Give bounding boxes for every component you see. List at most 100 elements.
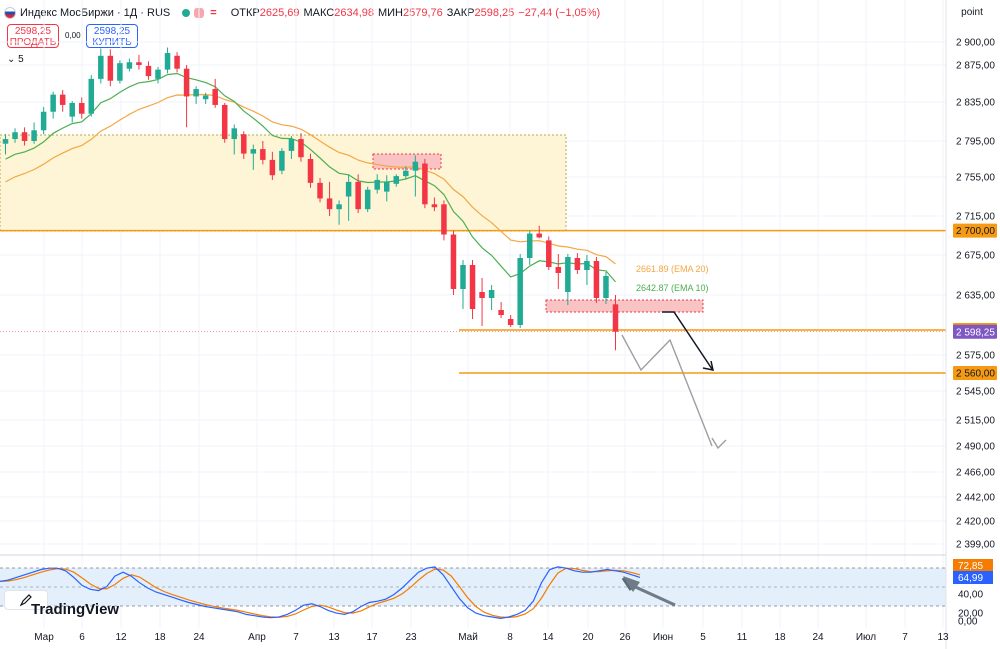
- candle-body: [183, 68, 190, 97]
- osc-arrow-tip: [621, 577, 633, 591]
- candle-body: [546, 240, 552, 267]
- candle-body: [584, 261, 590, 270]
- russia-flag-icon: [4, 7, 16, 19]
- candle-body: [612, 304, 619, 332]
- price-tick-label: 2 715,00: [956, 212, 995, 223]
- time-tick-label: 24: [812, 632, 824, 643]
- candle-body: [479, 292, 485, 298]
- candle-body: [364, 189, 371, 210]
- price-tick-label: 2 575,00: [956, 351, 995, 362]
- candle-body: [250, 149, 257, 154]
- price-level-tag: [953, 223, 997, 238]
- osc-arrow-shaft: [630, 583, 676, 607]
- high-label: МАКС: [303, 7, 335, 19]
- candle-body: [117, 63, 123, 81]
- candle-body: [164, 53, 171, 70]
- candle-body: [288, 139, 295, 151]
- price-tick-label: 2 442,00: [956, 493, 995, 504]
- time-tick-label: 18: [774, 632, 786, 643]
- price-tick-label: 2 635,00: [956, 291, 995, 302]
- price-tick-label: 2 420,00: [956, 517, 995, 528]
- open-label: ОТКР: [230, 7, 260, 19]
- stoch-k-line: [0, 566, 641, 620]
- equals-icon[interactable]: =: [210, 7, 217, 19]
- forecast-path-gray: [621, 334, 713, 447]
- candle-body: [498, 310, 504, 315]
- time-tick-label: 26: [619, 632, 631, 643]
- candle-body: [2, 139, 9, 144]
- scale-mode-button[interactable]: point: [961, 7, 983, 18]
- candle-body: [126, 62, 133, 69]
- candle-body: [193, 89, 199, 97]
- last-price-tag-label: 2 598,25: [956, 327, 995, 338]
- ema10-line: [5, 72, 616, 283]
- candle-body: [336, 204, 342, 210]
- candle-body: [469, 265, 476, 309]
- time-tick-label: Апр: [248, 632, 266, 643]
- indicators-collapse-button[interactable]: ⌄ 5: [7, 54, 24, 65]
- candle-body: [202, 95, 209, 100]
- ema20-label: 2661.89 (EMA 20): [636, 264, 709, 274]
- price-level-tag-label: 2 700,00: [956, 226, 995, 237]
- candle-body: [221, 104, 228, 140]
- arrow-up-left-icon: [623, 576, 640, 592]
- close-value: 2598,25: [474, 7, 515, 19]
- symbol-title[interactable]: Индекс МосБиржи · 1Д · RUS: [20, 7, 171, 19]
- arrow-down-right-icon: [702, 360, 714, 371]
- price-level-tag-label: 2 560,00: [956, 369, 995, 380]
- price-levels: [0, 229, 946, 374]
- candle-body: [593, 261, 600, 298]
- price-axis: 2 900,00 2 875,00 2 835,00 2 795,00 2 755,00…: [956, 38, 995, 551]
- candle-body: [441, 204, 447, 235]
- tradingview-logo-badge[interactable]: [4, 590, 48, 610]
- candle-body: [565, 257, 571, 292]
- candle-body: [422, 163, 428, 205]
- change-value: −27,44 (−1,05%): [518, 7, 601, 19]
- price-tick-label: 2 755,00: [956, 173, 995, 184]
- price-tick-label: 2 490,00: [956, 442, 995, 453]
- candle-body: [231, 128, 237, 140]
- price-tick-label: 2 900,00: [956, 38, 995, 49]
- candle-body: [403, 170, 409, 177]
- time-tick-label: 5: [700, 632, 706, 643]
- ema10-label: 2642.87 (EMA 10): [636, 283, 709, 293]
- candle-body: [574, 258, 581, 270]
- candle-body: [31, 130, 37, 141]
- candle-body: [526, 233, 533, 258]
- candle-body: [50, 94, 56, 112]
- osc-k-value: 72,85: [958, 561, 983, 572]
- candle-body: [59, 94, 66, 105]
- candle-body: [431, 204, 438, 208]
- spread-value: 0,00: [65, 31, 81, 40]
- chevron-down-icon: ⌄: [7, 54, 19, 65]
- time-tick-label: Июн: [653, 632, 673, 643]
- time-tick-label: 23: [405, 632, 417, 643]
- candle-body: [345, 181, 352, 197]
- candle-body: [298, 139, 304, 158]
- candle-body: [517, 258, 523, 325]
- resistance-box-2: [545, 299, 704, 313]
- candle-body: [488, 290, 495, 298]
- price-tick-label: 2 545,00: [956, 387, 995, 398]
- forecast-path-black: [662, 311, 713, 370]
- candle-body: [384, 181, 390, 192]
- time-tick-label: 11: [737, 632, 748, 643]
- candle-body: [317, 182, 323, 199]
- chart-grid: [0, 0, 946, 628]
- open-value: 2625,69: [259, 7, 300, 19]
- candle-body: [174, 55, 180, 69]
- candle-body: [260, 149, 266, 160]
- candle-body: [355, 181, 361, 210]
- price-tick-label: 2 835,00: [956, 98, 995, 109]
- time-tick-label: 12: [115, 632, 127, 643]
- ema-lines: [5, 72, 616, 283]
- candle-body: [12, 132, 18, 140]
- candle-body: [145, 65, 152, 77]
- time-tick-label: 18: [154, 632, 166, 643]
- time-tick-label: 6: [79, 632, 85, 643]
- osc-tick-label: 0,00: [958, 617, 978, 628]
- sell-price: 2598,25: [14, 26, 52, 37]
- osc-d-value: 64,99: [958, 573, 983, 584]
- price-tick-label: 2 875,00: [956, 61, 995, 72]
